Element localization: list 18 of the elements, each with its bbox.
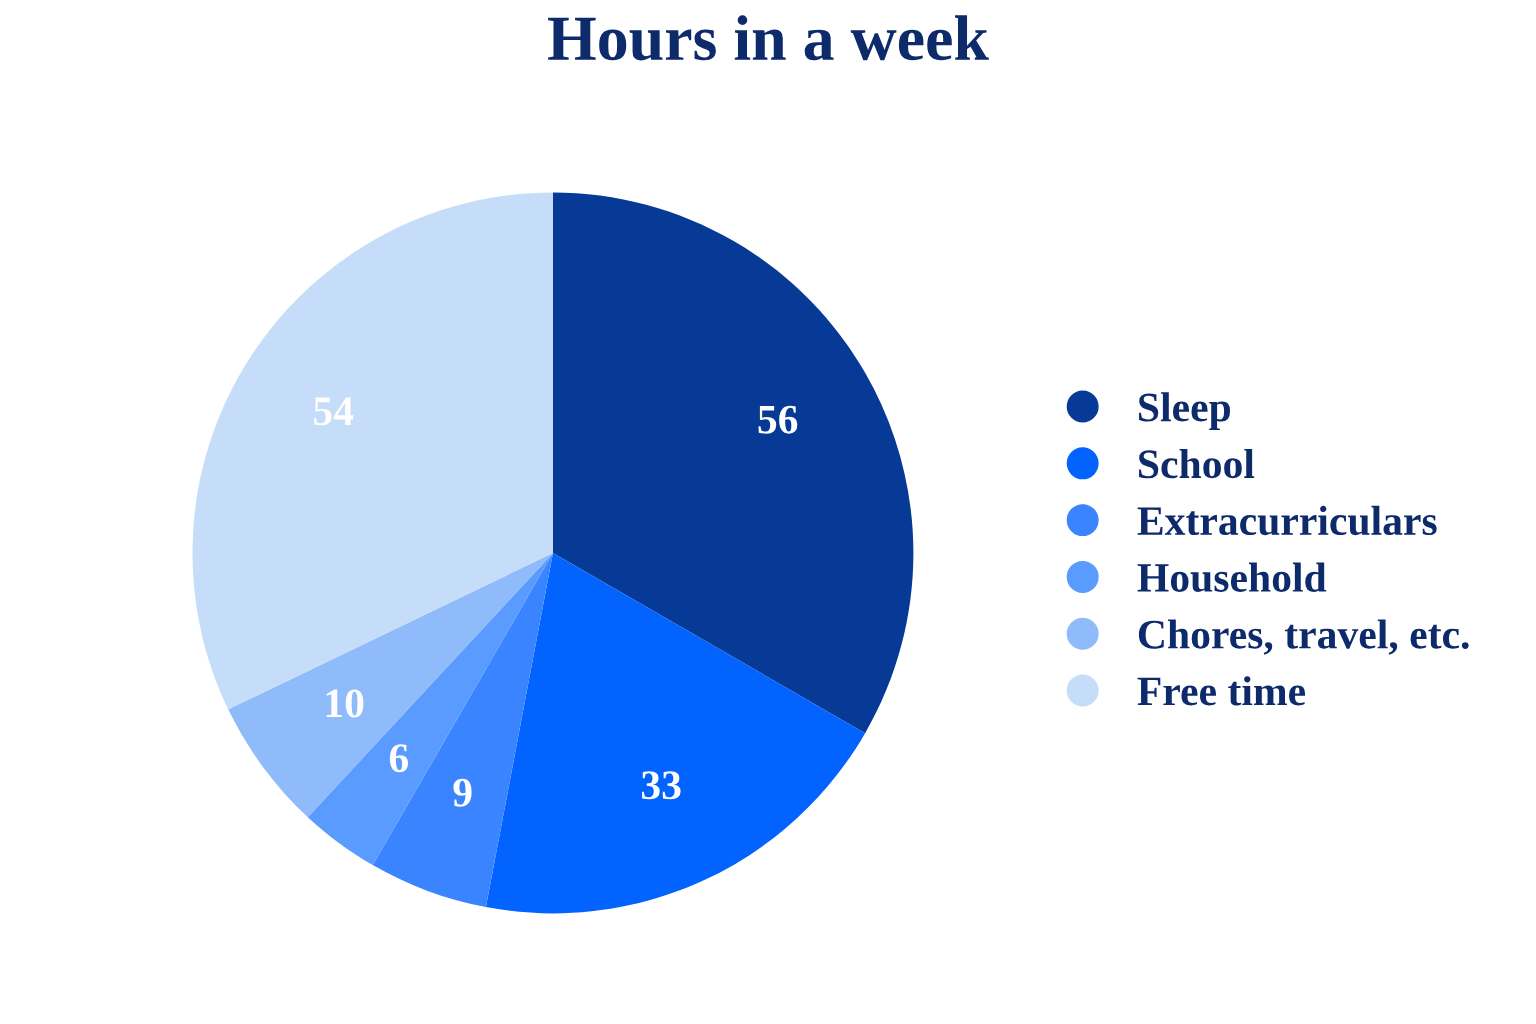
legend-label: Household <box>1137 562 1327 593</box>
data-label: 9 <box>453 778 472 807</box>
legend-label: Extracurriculars <box>1137 505 1437 536</box>
legend-label: Free time <box>1137 676 1306 706</box>
data-label: 56 <box>758 405 798 434</box>
chart-title: Hours in a week <box>548 15 989 61</box>
pie-slice <box>228 552 553 818</box>
legend-label: Sleep <box>1139 392 1231 430</box>
legend-label: School <box>1139 449 1255 479</box>
pie-slice <box>552 192 914 734</box>
pie-slice <box>485 552 866 914</box>
legend-label: Chores, travel, etc. <box>1138 619 1469 655</box>
data-label: 54 <box>314 397 354 426</box>
data-label: 33 <box>641 771 681 800</box>
data-label: 6 <box>389 744 409 773</box>
data-label: 10 <box>326 689 364 718</box>
pie-slice <box>307 552 553 866</box>
pie-slice <box>372 552 553 908</box>
